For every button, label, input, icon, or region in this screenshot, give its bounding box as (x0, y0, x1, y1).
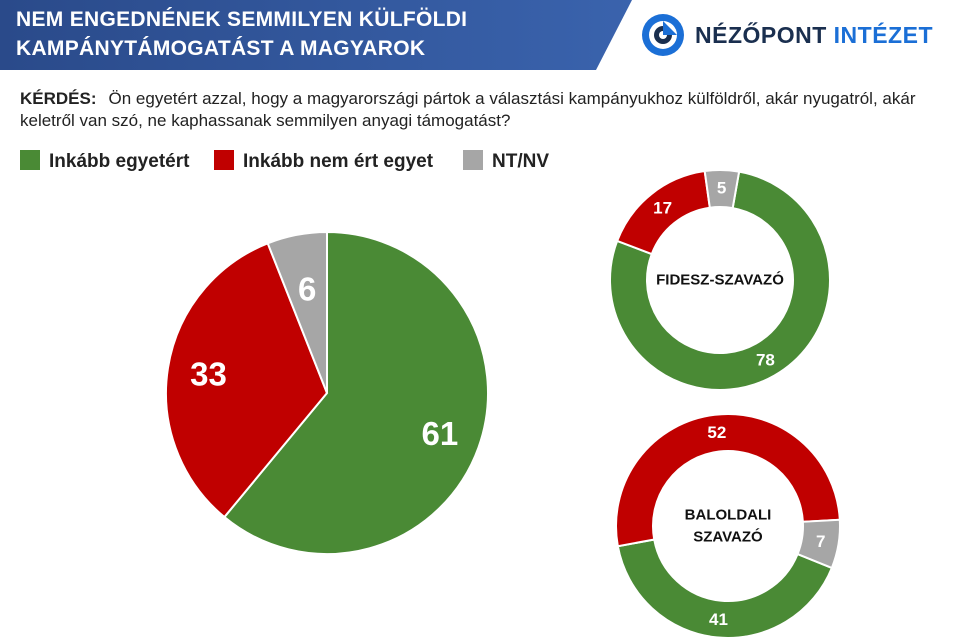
question-text: Ön egyetért azzal, hogy a magyarországi … (20, 89, 916, 130)
chart-1-data-label-agree: 78 (756, 350, 775, 369)
chart-2-group: 41 52 7 BALOLDALI SZAVAZÓ (615, 413, 841, 639)
chart-2-center-label: SZAVAZÓ (693, 528, 763, 546)
legend-label-agree: Inkább egyetért (49, 151, 190, 172)
chart-2-slice-agree (616, 538, 834, 639)
legend-item-disagree: Inkább nem ért egyet (214, 150, 433, 173)
chart-0-data-label-agree: 61 (422, 415, 459, 452)
chart-2-slice-dk (796, 518, 841, 570)
page-title-line-2: KAMPÁNYTÁMOGATÁST A MAGYAROK (16, 37, 426, 60)
chart-1-data-label-dk: 5 (717, 179, 726, 198)
chart-0-slice-agree (222, 230, 489, 555)
chart-1-slice-agree (609, 170, 831, 391)
chart-1-group: 78 17 5 FIDESZ-SZAVAZÓ (609, 169, 831, 391)
legend-swatch-disagree (214, 150, 234, 170)
chart-0-slice-disagree (165, 242, 329, 519)
legend-label-dk: NT/NV (492, 151, 549, 172)
nezopont-logo-icon (642, 14, 684, 56)
chart-2-data-label-agree: 41 (709, 610, 728, 629)
title-banner: NEM ENGEDNÉNEK SEMMILYEN KÜLFÖLDI KAMPÁN… (0, 0, 960, 70)
legend-item-dk: NT/NV (463, 150, 549, 173)
logo-word-1: NÉZŐPONT (695, 22, 827, 48)
chart-1-data-label-disagree: 17 (653, 199, 672, 218)
legend-swatch-dk (463, 150, 483, 170)
page-title-line-1: NEM ENGEDNÉNEK SEMMILYEN KÜLFÖLDI (16, 8, 468, 31)
chart-1-slice-dk (703, 169, 741, 210)
question-label: KÉRDÉS: (20, 89, 97, 108)
legend-label-disagree: Inkább nem ért egyet (243, 151, 434, 172)
legend-item-agree: Inkább egyetért (20, 150, 189, 173)
logo-wordmark: NÉZŐPONT INTÉZET (695, 22, 933, 49)
survey-question: KÉRDÉS: Ön egyetért azzal, hogy a magyaro… (20, 88, 950, 132)
chart-2-slice-disagree (615, 413, 841, 548)
chart-1-center-label: FIDESZ-SZAVAZÓ (656, 271, 784, 289)
legend-swatch-agree (20, 150, 40, 170)
logo-word-2: INTÉZET (833, 22, 934, 48)
chart-0-data-label-disagree: 33 (190, 356, 227, 393)
chart-0-data-label-dk: 6 (298, 270, 316, 307)
chart-0-slice-dk (266, 230, 328, 394)
chart-2-data-label-dk: 7 (816, 532, 825, 551)
chart-2-center-label: BALOLDALI (685, 507, 772, 524)
banner-background (0, 0, 632, 70)
nezopont-logo: NÉZŐPONT INTÉZET (640, 12, 940, 58)
chart-2-data-label-disagree: 52 (707, 423, 726, 442)
chart-0-group: 61 33 6 (165, 230, 489, 555)
